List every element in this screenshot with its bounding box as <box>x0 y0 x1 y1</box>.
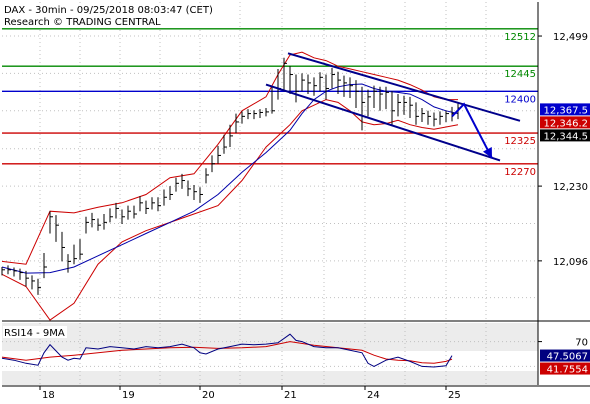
time-axis-label: 24 <box>367 390 380 400</box>
price-value-tag: 12,346.2 <box>543 118 588 129</box>
rsi-axis-label: 70 <box>575 338 588 349</box>
time-axis-label: 19 <box>122 390 135 400</box>
price-axis-label: 12,096 <box>553 257 588 268</box>
rsi-signal-line <box>1 341 453 364</box>
level-label-12270: 12270 <box>504 167 536 178</box>
level-label-12400: 12400 <box>504 94 536 105</box>
rsi-signal-value-tag: 41.7554 <box>547 365 588 376</box>
price-value-tag-background <box>540 103 590 116</box>
price-series <box>1 51 521 321</box>
bollinger-upper-band <box>1 51 458 265</box>
level-label-12325: 12325 <box>504 136 536 147</box>
rsi-value-tag: 47.5067 <box>547 352 588 363</box>
moving-average-line <box>1 83 459 274</box>
rsi-title: RSI14 - 9MA <box>4 328 65 339</box>
level-label-12512: 12512 <box>504 32 536 43</box>
level-label-12445: 12445 <box>504 69 536 80</box>
price-value-tag: 12,344.5 <box>543 131 588 142</box>
channel-upper-trendline <box>287 52 521 122</box>
price-axis-label: 12,499 <box>553 32 588 43</box>
axis-labels: 12,096 12,230 12,499 70 18 19 20 21 24 25 <box>39 32 588 401</box>
level-label-background <box>505 165 536 177</box>
projection-arrow <box>451 102 493 159</box>
time-axis-label: 18 <box>42 390 55 400</box>
level-label-background <box>505 135 536 147</box>
time-axis-label: 21 <box>284 390 297 400</box>
chart-title: DAX - 30min - 09/25/2018 08:03:47 (CET) <box>4 5 213 16</box>
level-label-background <box>505 68 536 80</box>
rsi-signal-value-tag-background <box>540 362 590 375</box>
rsi-title-background <box>3 326 67 338</box>
main-plot-background <box>2 2 538 320</box>
rsi-value-tag-background <box>540 349 590 362</box>
price-value-tag: 12,367.5 <box>543 105 588 116</box>
price-axis-label: 12,230 <box>553 182 588 193</box>
projection-arrowhead <box>483 147 492 159</box>
level-label-background <box>505 93 536 105</box>
time-axis-label: 25 <box>448 390 461 400</box>
rsi-grid <box>2 323 538 385</box>
level-label-background <box>505 30 536 42</box>
value-tags: 12,367.5 12,346.2 12,344.5 47.5067 41.7554 <box>540 103 590 376</box>
support-resistance-levels: 12512 12445 12400 12325 12270 <box>2 28 538 178</box>
header-background <box>3 3 203 28</box>
rsi-overbought-zone <box>2 323 538 351</box>
price-value-tag-background <box>540 116 590 129</box>
channel-lower-trendline <box>265 83 501 162</box>
time-axis-label: 20 <box>202 390 215 400</box>
bollinger-lower-band <box>1 99 459 321</box>
rsi-series <box>1 333 453 368</box>
rsi-line <box>1 333 453 368</box>
price-value-tag-background <box>540 129 590 142</box>
rsi-oversold-zone <box>2 371 538 385</box>
chart-subtitle: Research © TRADING CENTRAL <box>4 17 161 28</box>
